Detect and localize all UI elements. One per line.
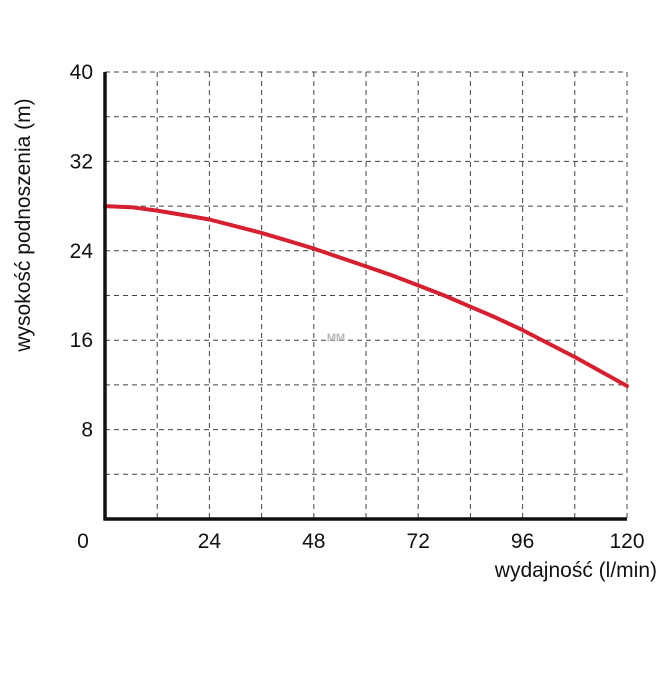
x-tick-label: 120	[609, 530, 644, 553]
y-tick-label: 8	[81, 419, 93, 442]
watermark: MM	[327, 332, 345, 344]
grid	[105, 71, 628, 519]
series-layer	[103, 204, 629, 388]
x-tick-label: 0	[77, 530, 89, 553]
y-tick-label: 24	[70, 240, 94, 263]
x-tick-label: 48	[302, 530, 325, 553]
y-axis-title: wysokość podnoszenia (m)	[12, 98, 35, 352]
y-tick-label: 32	[70, 150, 93, 173]
y-tick-label: 16	[70, 329, 93, 352]
x-tick-label: 24	[198, 530, 222, 553]
y-tick-label: 40	[70, 61, 93, 84]
x-tick-label: 96	[511, 530, 534, 553]
x-tick-label: 72	[407, 530, 430, 553]
series-line	[103, 204, 629, 388]
tick-labels: 0 24 48 72 96 120 8 16 24 32 40	[70, 61, 645, 553]
axes	[103, 72, 627, 521]
x-axis-title: wydajność (l/min)	[494, 559, 657, 582]
